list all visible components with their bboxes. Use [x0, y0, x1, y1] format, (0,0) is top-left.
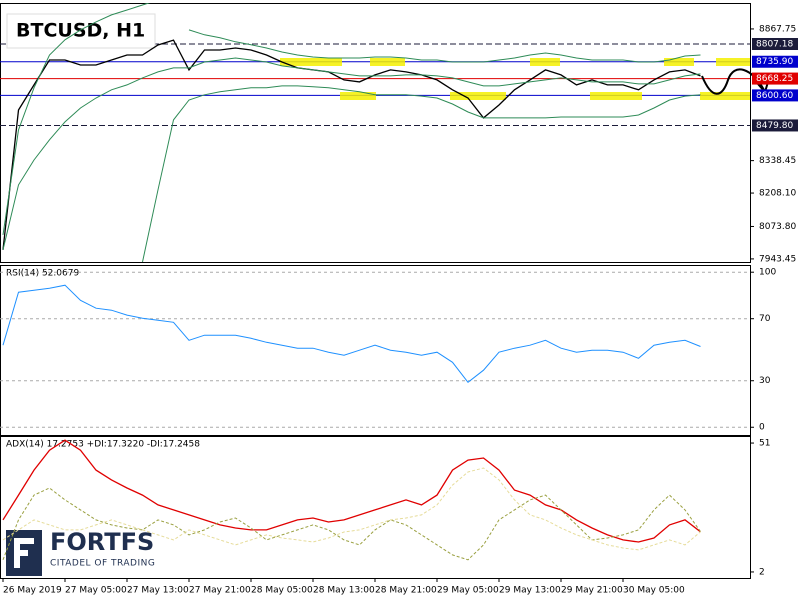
y-tick-label: 2 [759, 567, 765, 577]
highlight [340, 92, 376, 100]
logo-icon-part [14, 538, 20, 568]
rsi-panel [0, 265, 751, 436]
x-tick-label: 27 May 21:00 [189, 586, 251, 596]
x-tick-label: 30 May 05:00 [623, 586, 685, 596]
highlight [370, 58, 405, 66]
x-tick-label: 26 May 2019 [3, 586, 62, 596]
series-line [2, 467, 701, 551]
level-label-box [752, 38, 798, 51]
highlight [716, 58, 750, 66]
highlight [664, 58, 694, 66]
x-tick-label: 29 May 05:00 [437, 586, 499, 596]
level-label: 8735.90 [756, 57, 793, 67]
level-label-box [752, 72, 798, 85]
y-tick-label: 8338.45 [759, 156, 796, 166]
x-tick-label: 27 May 13:00 [127, 586, 189, 596]
price-panel [0, 3, 751, 263]
y-tick-label: 70 [759, 314, 771, 324]
title-box [6, 13, 156, 49]
y-tick-label: 7943.45 [759, 254, 796, 264]
series-line [2, 439, 701, 543]
series-line [2, 3, 701, 235]
level-label: 8479.80 [756, 121, 793, 131]
series-line [2, 39, 701, 250]
plot-area [2, 439, 701, 561]
highlight [280, 58, 342, 66]
x-tick-label: 29 May 21:00 [561, 586, 623, 596]
chart-title: BTCUSD, H1 [16, 20, 145, 42]
series-line [2, 57, 701, 250]
series-line [2, 284, 701, 384]
adx-panel [0, 436, 751, 579]
y-tick-label: 0 [759, 423, 765, 433]
logo-tagline: CITADEL OF TRADING [50, 559, 155, 569]
logo: FORTFS CITADEL OF TRADING [6, 528, 155, 576]
x-tick-label: 29 May 13:00 [499, 586, 561, 596]
level-label: 8668.25 [756, 74, 793, 84]
plot-area [2, 3, 701, 262]
level-label-box [752, 89, 798, 102]
highlight [590, 92, 642, 100]
y-tick-label: 8073.80 [759, 222, 796, 232]
x-tick-label: 28 May 13:00 [313, 586, 375, 596]
level-label-box [752, 119, 798, 132]
level-label: 8600.60 [756, 91, 793, 101]
rsi-title: RSI(14) 52.0679 [6, 269, 79, 279]
x-tick-label: 27 May 05:00 [65, 586, 127, 596]
x-tick-label: 28 May 21:00 [375, 586, 437, 596]
logo-icon-part [14, 550, 28, 556]
level-label: 8807.18 [756, 40, 793, 50]
series-line [142, 85, 701, 262]
y-tick-label: 51 [759, 439, 770, 449]
y-tick-label: 8867.75 [759, 24, 796, 34]
highlight [450, 92, 506, 100]
highlight [700, 92, 750, 100]
logo-name: FORTFS [50, 528, 154, 556]
y-tick-label: 8208.10 [759, 189, 796, 199]
adx-title: ADX(14) 17.2753 +DI:17.3220 -DI:17.2458 [6, 440, 200, 450]
plot-area [2, 284, 701, 384]
x-tick-label: 28 May 05:00 [251, 586, 313, 596]
y-tick-label: 30 [759, 376, 771, 386]
level-label-box [752, 55, 798, 68]
highlight [530, 58, 560, 66]
series-line [2, 487, 701, 561]
y-tick-label: 100 [759, 268, 776, 278]
logo-icon-part [14, 538, 34, 544]
